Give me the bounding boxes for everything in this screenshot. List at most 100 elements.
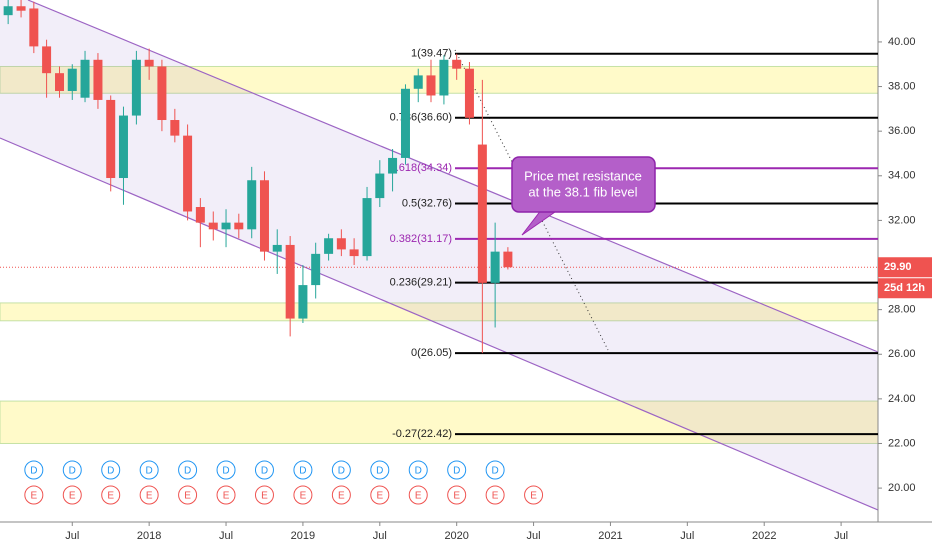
dividends-marker — [408, 460, 428, 480]
earnings-marker — [293, 485, 313, 505]
channel-upper — [27, 0, 879, 353]
x-tick-label: Jul — [680, 530, 694, 542]
earnings-marker — [101, 485, 121, 505]
earnings-label: E — [415, 491, 422, 502]
fib-label: 0.382(31.17) — [390, 233, 452, 245]
x-tick-label: Jul — [373, 530, 387, 542]
dividends-label: D — [376, 466, 383, 477]
fib-label: 0.786(36.60) — [390, 112, 452, 124]
earnings-label: E — [69, 491, 76, 502]
last-price-box — [878, 257, 932, 278]
dividends-marker — [101, 460, 121, 480]
x-tick-label: 2021 — [598, 530, 622, 542]
fib-label: 0.5(32.76) — [402, 197, 452, 209]
candle-body — [42, 46, 52, 74]
earnings-label: E — [223, 491, 230, 502]
channel-fill — [0, 0, 878, 510]
candle-body — [247, 180, 257, 230]
candle-body — [195, 207, 205, 223]
candle-body — [503, 251, 513, 268]
y-tick-label: 22.00 — [888, 437, 916, 449]
candle-body — [208, 222, 218, 230]
candle-body — [439, 59, 449, 96]
earnings-label: E — [261, 491, 268, 502]
dividends-marker — [447, 460, 467, 480]
dividends-marker — [139, 460, 159, 480]
fib-label: 0.618(34.34) — [390, 162, 452, 174]
dividends-marker — [370, 460, 390, 480]
candle-body — [157, 66, 167, 121]
dividends-label: D — [415, 466, 422, 477]
last-price-label: 29.90 — [884, 261, 912, 273]
candle-body — [67, 68, 77, 92]
fib-label: 1(39.47) — [411, 48, 452, 60]
candle-body — [464, 68, 474, 118]
candle-body — [388, 157, 398, 174]
dividends-label: D — [492, 466, 499, 477]
y-tick-label: 20.00 — [888, 482, 916, 494]
x-tick-label: Jul — [834, 530, 848, 542]
candle-body — [80, 59, 90, 98]
x-tick-label: 2020 — [444, 530, 468, 542]
candle-body — [118, 115, 128, 179]
dividends-label: D — [184, 466, 191, 477]
fib-label: -0.27(22.42) — [392, 428, 452, 440]
earnings-marker — [370, 485, 390, 505]
candle-body — [221, 222, 231, 230]
dividends-marker — [178, 460, 198, 480]
dividends-marker — [293, 460, 313, 480]
candle-body — [477, 144, 487, 283]
candle-body — [298, 285, 308, 319]
candle-body — [131, 59, 141, 116]
x-tick-label: Jul — [219, 530, 233, 542]
earnings-label: E — [492, 491, 499, 502]
earnings-marker — [408, 485, 428, 505]
earnings-label: E — [453, 491, 460, 502]
dividends-label: D — [69, 466, 76, 477]
candle-body — [426, 75, 436, 96]
earnings-marker — [62, 485, 82, 505]
zones — [0, 65, 879, 444]
x-tick-label: Jul — [65, 530, 79, 542]
dividends-marker — [485, 460, 505, 480]
earnings-marker — [524, 485, 544, 505]
dividends-label: D — [261, 466, 268, 477]
support-zone — [0, 65, 879, 94]
candle-body — [413, 75, 423, 89]
earnings-marker — [216, 485, 236, 505]
earnings-label: E — [300, 491, 307, 502]
y-tick-label: 34.00 — [888, 170, 916, 182]
candle-body — [400, 88, 410, 158]
fib-label: 0.236(29.21) — [390, 277, 452, 289]
countdown-label: 25d 12h — [884, 282, 925, 294]
candle-body — [144, 59, 154, 67]
dividends-label: D — [338, 466, 345, 477]
dividends-marker — [24, 460, 44, 480]
callout-text: Price met resistance — [524, 168, 642, 183]
earnings-marker — [178, 485, 198, 505]
dividends-marker — [331, 460, 351, 480]
candle-body — [93, 59, 103, 100]
x-tick-label: 2018 — [137, 530, 161, 542]
candle-body — [55, 73, 65, 92]
candle-body — [259, 180, 269, 252]
y-tick-label: 28.00 — [888, 304, 916, 316]
candle-body — [29, 8, 39, 47]
dividends-label: D — [453, 466, 460, 477]
earnings-label: E — [107, 491, 114, 502]
candle-body — [349, 249, 359, 257]
y-tick-label: 40.00 — [888, 36, 916, 48]
candle-body — [170, 120, 180, 136]
earnings-marker — [24, 485, 44, 505]
dividends-label: D — [299, 466, 306, 477]
dividends-label: D — [30, 466, 37, 477]
x-tick-label: 2019 — [291, 530, 315, 542]
candle-body — [490, 251, 500, 283]
y-tick-label: 32.00 — [888, 214, 916, 226]
callout-text: at the 38.1 fib level — [528, 184, 637, 199]
y-tick-label: 38.00 — [888, 80, 916, 92]
candle-body — [3, 6, 13, 16]
y-tick-label: 24.00 — [888, 393, 916, 405]
